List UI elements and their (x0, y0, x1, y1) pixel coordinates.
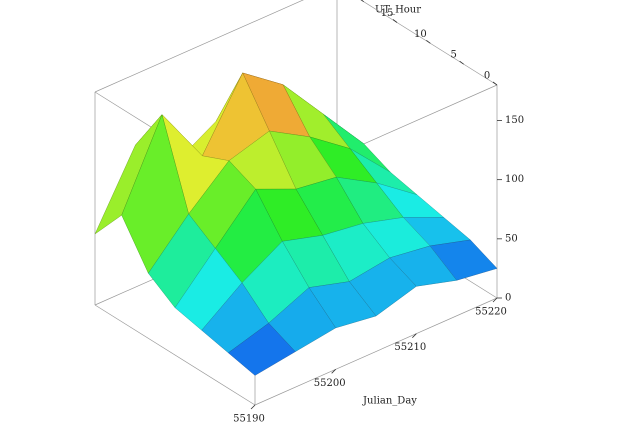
box-edge (94, 0, 304, 93)
y-tick (492, 81, 498, 86)
y-tick-label: 0 (484, 71, 490, 82)
x-tick-label: 55210 (394, 342, 426, 353)
y-tick (459, 60, 464, 65)
x-tick-label: 55200 (314, 378, 346, 389)
y-axis-title: UT_Hour (375, 5, 421, 16)
x-tick-label: 55190 (233, 414, 265, 425)
x-tick (412, 333, 417, 338)
y-tick (360, 0, 364, 2)
z-tick-label: 100 (505, 174, 524, 185)
x-tick (250, 404, 256, 410)
z-tick-label: 150 (505, 115, 524, 126)
x-tick (331, 369, 336, 374)
y-tick (392, 19, 398, 23)
y-tick-label: 5 (450, 50, 456, 61)
y-tick (426, 40, 431, 44)
box-edge (94, 304, 256, 406)
z-tick-label: 0 (505, 293, 511, 304)
x-axis-title: Julian_Day (362, 396, 417, 407)
surface-patch (228, 322, 296, 376)
y-tick-label: 10 (414, 29, 427, 40)
x-tick-label: 55220 (475, 307, 507, 318)
x-tick (492, 297, 498, 303)
z-tick-label: 50 (505, 233, 518, 244)
y-tick-label: 15 (381, 8, 394, 19)
box-edge (254, 297, 498, 406)
